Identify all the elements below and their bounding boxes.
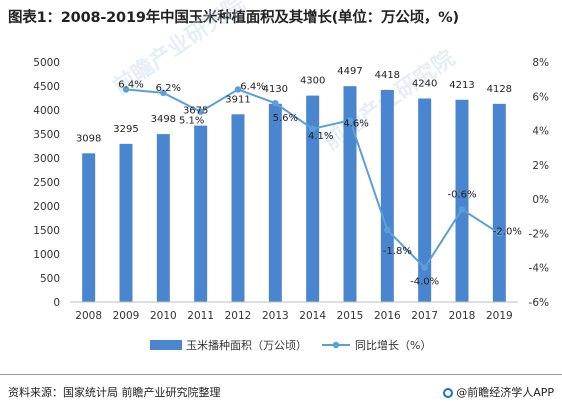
y-left-tick-label: 1500	[33, 225, 60, 237]
y-left-tick-label: 0	[53, 297, 60, 309]
bar-2019	[492, 103, 506, 302]
x-tick-label: 2013	[262, 310, 289, 322]
bar-2017	[418, 98, 432, 302]
bar-value-label: 3098	[76, 133, 101, 144]
brand-credit: @前瞻经济学人APP	[443, 384, 554, 400]
legend-bar-swatch	[150, 340, 182, 350]
chart-title: 图表1：2008-2019年中国玉米种植面积及其增长(单位：万公顷，%)	[8, 10, 459, 26]
bar-value-label: 3675	[183, 106, 208, 117]
source-note: 资料来源：国家统计局 前瞻产业研究院整理	[8, 386, 221, 399]
bar-value-label: 3911	[225, 94, 250, 105]
axes: 0 500 1000 1500 2000 2500 3000 3500 4000 4500 5000…	[33, 57, 549, 322]
x-tick-label: 2016	[374, 310, 401, 322]
growth-point-2016	[384, 226, 391, 234]
line-value-label: 6.2%	[156, 83, 181, 94]
x-tick-label: 2014	[299, 310, 326, 322]
y-left-tick-label: 1000	[33, 249, 60, 261]
growth-point-2017	[421, 264, 428, 271]
y-left-tick-label: 2500	[33, 177, 60, 189]
growth-point-2018	[458, 206, 466, 213]
bar-2014	[306, 95, 320, 302]
bar-value-label: 4418	[375, 70, 400, 81]
line-series	[122, 86, 503, 271]
line-value-label: 5.6%	[273, 113, 298, 124]
bar-value-label: 4130	[263, 84, 288, 95]
x-tick-label: 2009	[113, 310, 140, 322]
bar-value-label: 3295	[113, 124, 138, 135]
y-right-tick-label: -2%	[529, 228, 549, 240]
line-value-label: 4.6%	[343, 118, 368, 129]
y-right-tick-label: 6%	[532, 91, 549, 103]
line-value-label: 6.4%	[240, 81, 265, 92]
footer: 资料来源：国家统计局 前瞻产业研究院整理 @前瞻经济学人APP	[0, 374, 562, 406]
y-right-tick-label: 0%	[532, 194, 549, 206]
bar-value-label: 4128	[487, 84, 512, 95]
line-value-label: -2.0%	[493, 226, 522, 237]
line-value-label: 5.1%	[179, 116, 204, 127]
line-value-label: -0.6%	[447, 189, 476, 200]
y-left-tick-label: 2000	[33, 201, 60, 213]
bar-2010	[156, 134, 170, 302]
bar-value-label: 4240	[412, 78, 437, 89]
x-tick-label: 2008	[75, 310, 102, 322]
growth-point-2011	[197, 108, 204, 115]
legend: 玉米播种面积（万公顷） 同比增长（%）	[150, 338, 431, 352]
bar-2015	[343, 86, 357, 302]
bar-2013	[268, 103, 282, 302]
y-left-tick-label: 4000	[33, 105, 60, 117]
bar-2011	[194, 125, 208, 302]
bar-2016	[380, 89, 394, 302]
y-right-tick-label: -4%	[529, 263, 549, 275]
legend-bar-label: 玉米播种面积（万公顷）	[186, 338, 307, 352]
x-tick-label: 2017	[411, 310, 438, 322]
x-tick-label: 2010	[150, 310, 177, 322]
legend-line-marker	[332, 341, 340, 349]
x-tick-label: 2012	[225, 310, 252, 322]
bar-2009	[119, 143, 133, 302]
growth-point-2015	[346, 117, 354, 124]
y-right-tick-label: 8%	[532, 57, 549, 69]
legend-line-label: 同比增长（%）	[355, 338, 431, 352]
bar-value-label: 3498	[151, 114, 176, 125]
x-tick-label: 2011	[187, 310, 214, 322]
data-labels: 3098 3295 3498 3675 3911 4130 4300 4497 4418 4240…	[76, 66, 522, 288]
growth-point-2014	[309, 125, 316, 133]
y-right-tick-label: -6%	[529, 297, 549, 309]
bar-value-label: 4497	[337, 66, 362, 77]
line-value-label: 4.1%	[308, 131, 333, 142]
y-left-tick-label: 500	[40, 273, 60, 285]
x-tick-label: 2015	[337, 310, 364, 322]
brand-label: @前瞻经济学人APP	[456, 386, 554, 399]
growth-point-2019	[496, 230, 503, 237]
bar-2018	[455, 99, 469, 302]
y-right-tick-label: 2%	[532, 160, 549, 172]
y-left-tick-label: 3500	[33, 129, 60, 141]
qianzhan-logo-icon	[443, 388, 454, 398]
bar-2008	[82, 153, 96, 302]
line-value-label: -1.8%	[383, 246, 412, 257]
bar-value-label: 4213	[449, 80, 474, 91]
y-left-tick-label: 4500	[33, 81, 60, 93]
line-value-label: -4.0%	[410, 277, 439, 288]
bar-series	[82, 86, 506, 302]
bar-2012	[231, 114, 245, 302]
growth-point-2009	[122, 86, 130, 93]
x-tick-label: 2019	[486, 310, 513, 322]
watermark: 前瞻产业研究院前瞻产业研究院	[109, 0, 460, 155]
y-left-tick-label: 5000	[33, 57, 60, 69]
line-value-label: 6.4%	[118, 79, 143, 90]
growth-point-2012	[234, 86, 242, 93]
chart: 前瞻产业研究院前瞻产业研究院 0 500 1000 1500 2000 2500 3000 3…	[33, 0, 549, 352]
growth-point-2010	[160, 89, 167, 97]
bar-value-label: 4300	[300, 76, 325, 87]
growth-point-2013	[272, 99, 279, 107]
y-right-tick-label: 4%	[532, 126, 549, 138]
y-left-tick-label: 3000	[33, 153, 60, 165]
x-tick-label: 2018	[449, 310, 476, 322]
